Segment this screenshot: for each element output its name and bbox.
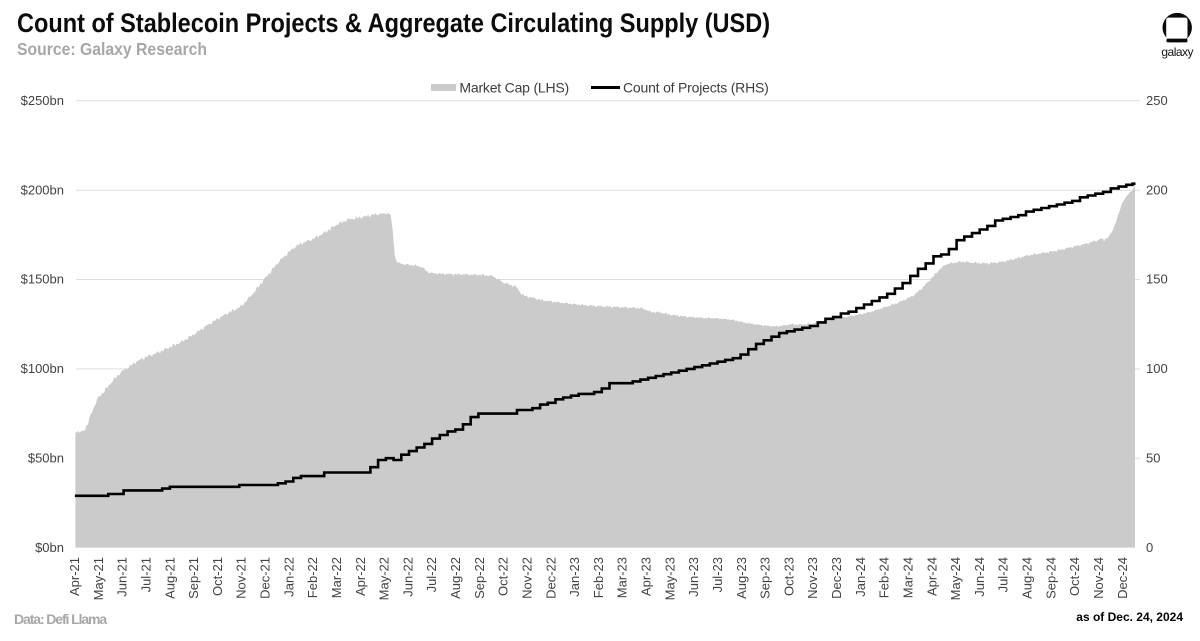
svg-text:Sep-21: Sep-21 — [186, 557, 201, 599]
svg-text:Nov-22: Nov-22 — [520, 557, 535, 599]
svg-text:Jul-21: Jul-21 — [138, 557, 153, 592]
svg-text:$100bn: $100bn — [21, 361, 64, 376]
svg-text:Aug-22: Aug-22 — [448, 557, 463, 599]
svg-text:100: 100 — [1146, 361, 1168, 376]
svg-text:Aug-23: Aug-23 — [734, 557, 749, 599]
svg-text:May-23: May-23 — [662, 557, 677, 600]
svg-text:May-22: May-22 — [377, 557, 392, 600]
svg-text:$50bn: $50bn — [28, 450, 64, 465]
svg-text:Jun-23: Jun-23 — [686, 557, 701, 597]
svg-text:Oct-22: Oct-22 — [496, 557, 511, 596]
svg-text:Sep-22: Sep-22 — [472, 557, 487, 599]
svg-text:Mar-23: Mar-23 — [615, 557, 630, 598]
svg-text:Nov-21: Nov-21 — [234, 557, 249, 599]
svg-text:Jul-24: Jul-24 — [996, 557, 1011, 592]
svg-text:Jan-22: Jan-22 — [281, 557, 296, 597]
svg-text:Aug-21: Aug-21 — [162, 557, 177, 599]
svg-text:50: 50 — [1146, 450, 1160, 465]
svg-text:Jul-23: Jul-23 — [710, 557, 725, 592]
svg-text:Jun-22: Jun-22 — [400, 557, 415, 597]
svg-text:$250bn: $250bn — [21, 93, 64, 108]
svg-text:Apr-23: Apr-23 — [639, 557, 654, 596]
svg-text:May-21: May-21 — [91, 557, 106, 600]
svg-text:Feb-22: Feb-22 — [305, 557, 320, 598]
svg-text:Apr-22: Apr-22 — [353, 557, 368, 596]
svg-text:$0bn: $0bn — [35, 540, 64, 555]
svg-text:Feb-23: Feb-23 — [591, 557, 606, 598]
svg-text:Oct-21: Oct-21 — [210, 557, 225, 596]
svg-text:Sep-24: Sep-24 — [1043, 557, 1058, 599]
svg-text:Feb-24: Feb-24 — [877, 557, 892, 598]
svg-text:$200bn: $200bn — [21, 182, 64, 197]
svg-text:May-24: May-24 — [948, 557, 963, 600]
svg-text:Apr-21: Apr-21 — [67, 557, 82, 596]
svg-text:Jun-24: Jun-24 — [972, 557, 987, 597]
svg-text:Mar-24: Mar-24 — [901, 557, 916, 598]
svg-text:Apr-24: Apr-24 — [924, 557, 939, 596]
svg-text:0: 0 — [1146, 540, 1153, 555]
svg-text:Mar-22: Mar-22 — [329, 557, 344, 598]
svg-text:150: 150 — [1146, 272, 1168, 287]
svg-text:Sep-23: Sep-23 — [758, 557, 773, 599]
svg-text:Jan-24: Jan-24 — [853, 557, 868, 597]
svg-text:Jun-21: Jun-21 — [115, 557, 130, 597]
svg-text:Jul-22: Jul-22 — [424, 557, 439, 592]
svg-text:Oct-24: Oct-24 — [1067, 557, 1082, 596]
svg-text:galaxy: galaxy — [1161, 45, 1193, 59]
svg-text:Dec-24: Dec-24 — [1115, 557, 1130, 599]
svg-text:Dec-23: Dec-23 — [829, 557, 844, 599]
svg-text:Nov-23: Nov-23 — [805, 557, 820, 599]
svg-text:Jan-23: Jan-23 — [567, 557, 582, 597]
svg-text:200: 200 — [1146, 182, 1168, 197]
svg-text:Aug-24: Aug-24 — [1020, 557, 1035, 599]
svg-text:Dec-21: Dec-21 — [258, 557, 273, 599]
svg-text:Dec-22: Dec-22 — [543, 557, 558, 599]
svg-text:250: 250 — [1146, 93, 1168, 108]
svg-text:Nov-24: Nov-24 — [1091, 557, 1106, 599]
svg-text:$150bn: $150bn — [21, 272, 64, 287]
svg-text:Oct-23: Oct-23 — [781, 557, 796, 596]
